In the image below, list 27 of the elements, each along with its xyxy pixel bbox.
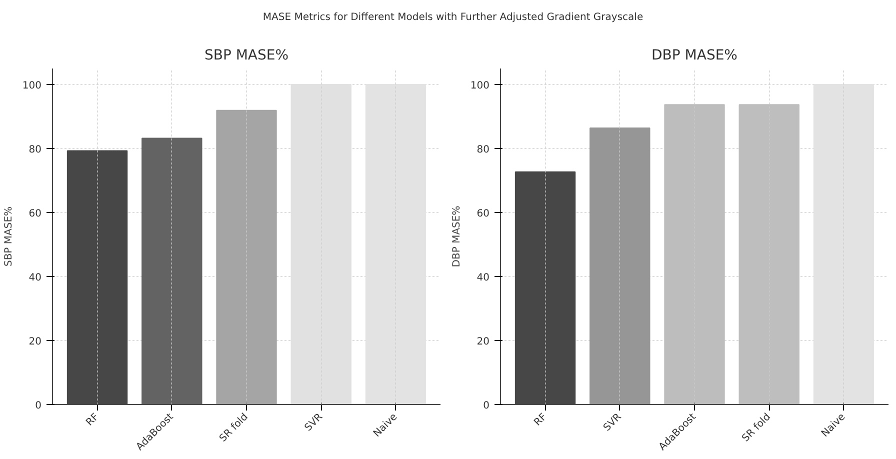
- y-tick-label: 40: [28, 272, 42, 284]
- bar: [664, 104, 725, 404]
- y-tick-label: 40: [476, 272, 490, 284]
- text: MASE Metrics for Different Models with Further Adjusted Gradient Grayscale: [262, 11, 644, 25]
- bar: [216, 110, 277, 404]
- bar: [813, 84, 874, 404]
- bar: [290, 84, 352, 404]
- bar: [365, 84, 426, 404]
- y-tick-label: 20: [476, 336, 490, 348]
- chart-title: DBP MASE%: [652, 48, 738, 64]
- y-tick-label: 0: [35, 400, 42, 412]
- x-tick-label: RF: [532, 411, 550, 428]
- x-tick-label: RF: [84, 411, 102, 428]
- chart-title: SBP MASE%: [204, 48, 289, 64]
- y-tick-label: 80: [28, 144, 42, 156]
- y-axis-title: DBP MASE%: [451, 206, 462, 268]
- y-tick-label: 60: [476, 208, 490, 220]
- bar: [738, 104, 800, 404]
- y-tick-label: 80: [476, 144, 490, 156]
- y-axis-title: SBP MASE%: [3, 206, 14, 267]
- y-tick-label: 0: [483, 400, 490, 412]
- bar: [590, 128, 650, 404]
- y-tick-label: 20: [28, 336, 42, 348]
- y-tick-label: 60: [28, 208, 42, 220]
- y-tick-label: 100: [22, 80, 42, 92]
- y-tick-label: 100: [470, 80, 490, 92]
- bar: [142, 138, 202, 404]
